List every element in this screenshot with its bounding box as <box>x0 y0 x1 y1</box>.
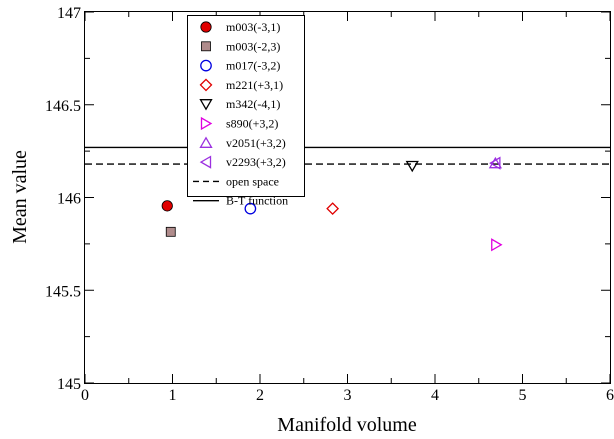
x-axis: 0 1 2 3 4 5 6 <box>81 12 614 404</box>
legend-item-s890-3-2: s890(+3,2) <box>200 116 278 131</box>
data-point-m003-3-1 <box>161 200 173 212</box>
x-tick-label: 4 <box>431 387 439 404</box>
legend-label: B-T function <box>226 194 288 208</box>
legend-symbol <box>200 59 212 72</box>
reference-lines <box>85 146 610 165</box>
y-tick-label: 145 <box>57 376 81 393</box>
legend-item-v2051-3-2: v2051(+3,2) <box>199 136 286 150</box>
legend-symbol <box>201 41 211 52</box>
data-point-m221-3-1 <box>326 202 340 216</box>
legend-item-m003-3-1: m003(-3,1) <box>200 20 280 34</box>
data-point-m342-4-1 <box>405 160 419 173</box>
legend-item-m221-3-1: m221(+3,1) <box>199 78 283 92</box>
legend-label: m221(+3,1) <box>226 78 283 92</box>
data-points <box>161 156 503 252</box>
legend-label: m003(-3,1) <box>226 20 280 34</box>
legend-item-m342-4-1: m342(-4,1) <box>199 97 280 111</box>
legend-item-open-space: open space <box>193 174 279 188</box>
legend-symbol <box>199 78 213 92</box>
y-axis-title: Mean value <box>9 150 31 244</box>
legend-symbol <box>199 155 212 169</box>
y-tick-label: 147 <box>57 5 81 22</box>
y-tick-label: 145.5 <box>45 283 81 300</box>
y-tick-label: 146 <box>57 191 81 208</box>
legend-label: v2051(+3,2) <box>226 136 286 150</box>
y-tick-label: 146.5 <box>45 98 81 115</box>
legend-symbol <box>200 116 213 131</box>
x-tick-label: 5 <box>519 387 527 404</box>
legend-item-b-t-function: B-T function <box>193 194 288 208</box>
x-tick-label: 1 <box>169 387 177 404</box>
data-point-v2051-3-2 <box>488 156 503 169</box>
data-point-v2293-3-2 <box>489 156 501 170</box>
data-point-m017-3-2 <box>244 202 257 215</box>
legend-symbol <box>199 99 213 111</box>
legend-label: m017(-3,2) <box>226 59 280 73</box>
legend-label: v2293(+3,2) <box>226 155 286 169</box>
legend: m003(-3,1) m003(-2,3) m017(-3,2) m221(+3,1)… <box>187 15 305 208</box>
x-axis-title: Manifold volume <box>277 414 417 436</box>
legend-label: s890(+3,2) <box>226 117 278 131</box>
y-axis: 145 145.5 146 146.5 147 <box>45 5 610 393</box>
x-tick-label: 2 <box>256 387 264 404</box>
legend-item-m003-2-3: m003(-2,3) <box>201 39 280 53</box>
legend-item-v2293-3-2: v2293(+3,2) <box>199 155 286 169</box>
x-tick-label: 3 <box>344 387 352 404</box>
legend-item-m017-3-2: m017(-3,2) <box>200 59 280 73</box>
legend-label: open space <box>226 174 279 188</box>
data-point-s890-3-2 <box>491 238 503 252</box>
x-tick-label: 0 <box>81 387 89 404</box>
legend-symbol <box>200 21 212 33</box>
legend-symbol <box>199 136 213 148</box>
data-point-m003-2-3 <box>165 226 176 237</box>
legend-label: m003(-2,3) <box>226 39 280 53</box>
legend-label: m342(-4,1) <box>226 97 280 111</box>
x-tick-label: 6 <box>606 387 614 404</box>
plot-frame <box>84 11 611 384</box>
